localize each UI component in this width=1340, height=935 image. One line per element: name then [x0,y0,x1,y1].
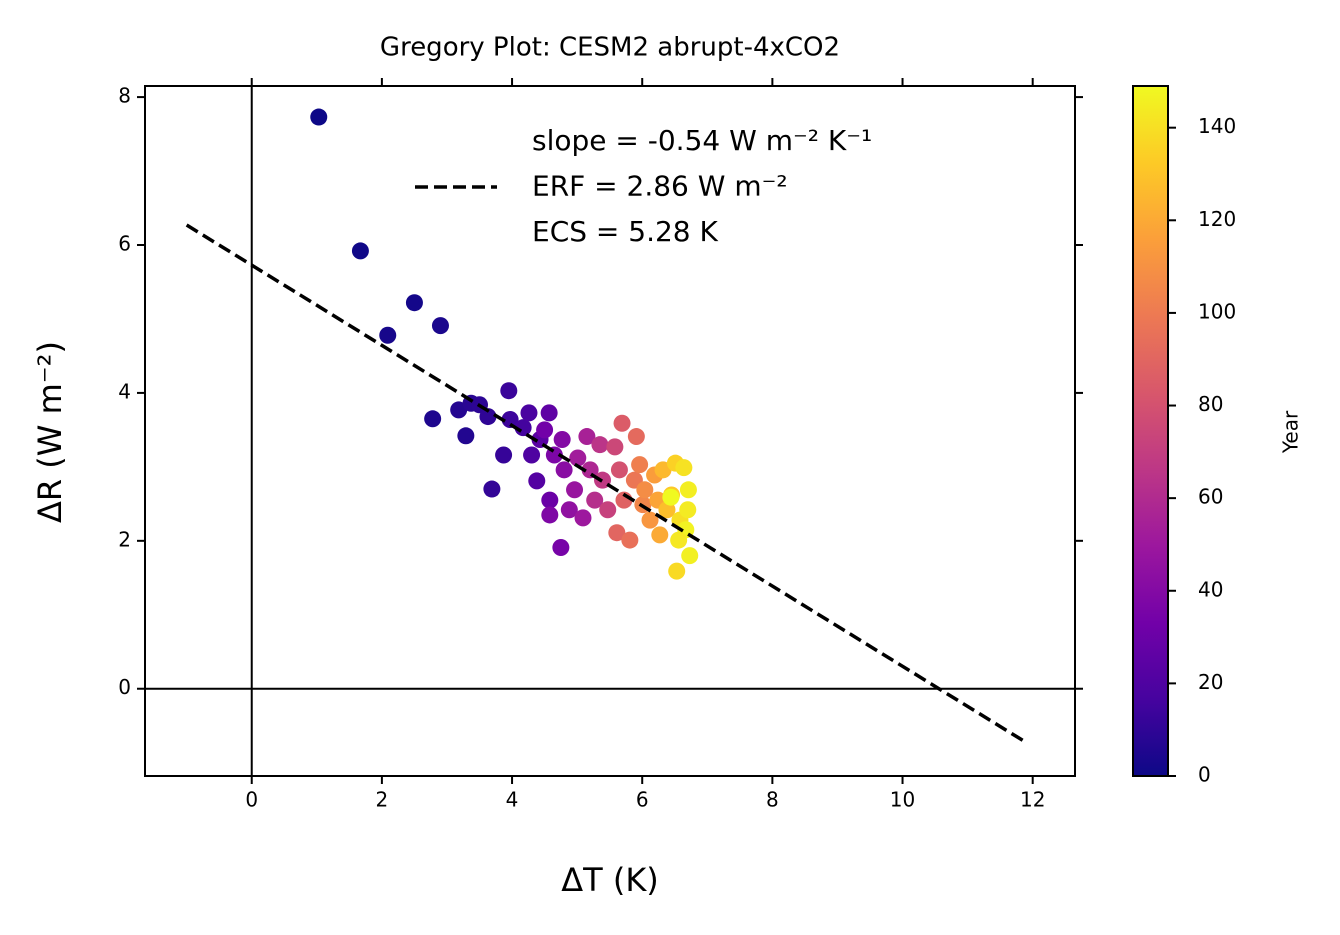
colorbar [1132,85,1169,777]
scatter-point [566,481,584,499]
scatter-point [591,436,609,454]
scatter-point [514,419,532,437]
scatter-point [641,511,659,529]
scatter-point [536,421,554,439]
scatter-point [310,108,328,126]
scatter-point [631,456,649,474]
scatter-point [586,491,604,509]
scatter-point [679,501,697,519]
colorbar-tick-label: 20 [1198,670,1223,694]
x-tick-label: 0 [245,788,258,812]
colorbar-tick-label: 140 [1198,114,1236,138]
scatter-point [578,428,596,446]
scatter-point [681,547,699,565]
colorbar-tick-label: 120 [1198,207,1236,231]
scatter-point [574,509,592,527]
legend-label: slope = -0.54 W m⁻² K⁻¹ [532,124,872,157]
legend-label: ECS = 5.28 K [532,215,719,248]
scatter-point [520,404,538,422]
colorbar-tick-label: 60 [1198,485,1223,509]
scatter-point [670,531,688,549]
scatter-point [621,531,639,549]
scatter-point [636,481,654,499]
scatter-point [479,408,497,426]
scatter-point [541,491,559,509]
scatter-point [523,446,541,464]
scatter-point [560,501,578,519]
scatter-point [379,326,397,344]
y-tick-label: 6 [118,232,131,256]
scatter-point [501,411,519,429]
y-tick-label: 8 [118,84,131,108]
y-tick-label: 2 [118,527,131,551]
scatter-point [610,461,628,479]
x-tick-label: 6 [636,788,649,812]
scatter-point [651,526,669,544]
x-axis-label: ΔT (K) [561,861,659,899]
scatter-point [553,431,571,449]
x-tick-label: 8 [766,788,779,812]
scatter-point [613,414,631,432]
y-tick-label: 4 [118,379,131,403]
legend-label: ERF = 2.86 W m⁻² [532,170,788,203]
fit-line [185,223,1024,742]
x-tick-label: 2 [376,788,389,812]
colorbar-tick-label: 40 [1198,577,1223,601]
scatter-point [555,461,573,479]
scatter-point [351,242,369,260]
scatter-point [606,438,624,456]
scatter-point [424,410,442,428]
chart-title: Gregory Plot: CESM2 abrupt-4xCO2 [380,33,840,63]
colorbar-label: Year [1279,410,1303,454]
y-tick-label: 0 [118,675,131,699]
scatter-point [679,481,697,499]
scatter-point [540,404,558,422]
scatter-point [662,488,680,506]
scatter-point [552,538,570,556]
scatter-point [608,524,626,542]
scatter-point [599,501,617,519]
scatter-point [405,294,423,312]
scatter-point [668,562,686,580]
scatter-point [483,480,501,498]
y-axis-label: ΔR (W m⁻²) [31,341,69,523]
plot-frame [144,85,1076,777]
colorbar-tick-label: 80 [1198,392,1223,416]
scatter-point [528,472,546,490]
scatter-point [541,506,559,524]
x-tick-label: 12 [1020,788,1045,812]
scatter-point [581,461,599,479]
scatter-point [627,428,645,446]
scatter-point [431,317,449,335]
scatter-point [495,446,513,464]
x-tick-label: 10 [890,788,915,812]
scatter-point [457,427,475,445]
colorbar-tick-label: 0 [1198,763,1211,787]
scatter-point [500,382,518,400]
x-tick-label: 4 [506,788,519,812]
scatter-point [569,449,587,467]
scatter-point [675,459,693,477]
colorbar-tick-label: 100 [1198,299,1236,323]
